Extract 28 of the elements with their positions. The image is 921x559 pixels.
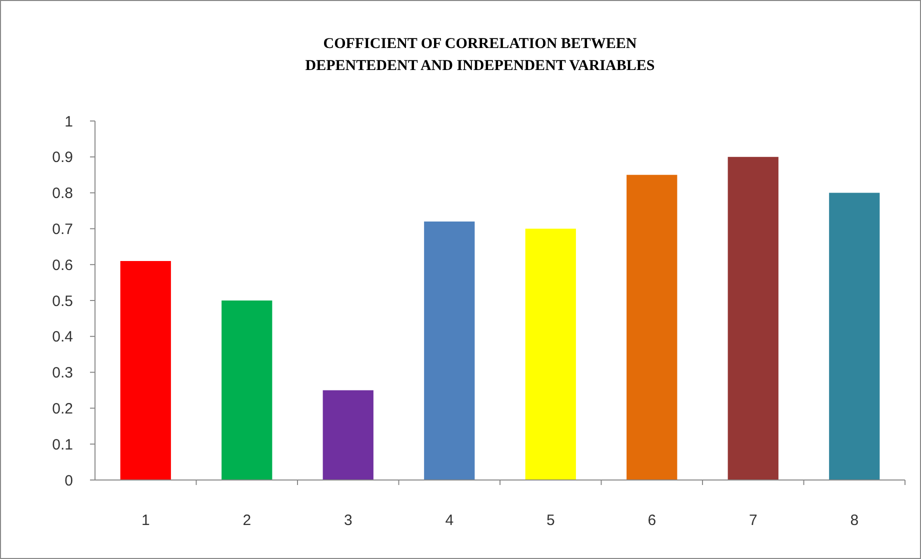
y-tick-label: 0 — [64, 472, 73, 490]
bar — [626, 174, 678, 480]
x-tick-label: 5 — [546, 512, 555, 529]
y-tick-label: 0.2 — [52, 400, 73, 418]
bar — [424, 222, 475, 480]
y-tick-label: 0.8 — [52, 185, 73, 202]
y-tick-label: 0.9 — [52, 149, 73, 166]
x-tick-label: 1 — [141, 512, 150, 529]
y-tick-label: 1 — [64, 113, 73, 130]
y-tick-label: 0.7 — [52, 220, 73, 238]
x-tick-label: 7 — [748, 512, 758, 529]
y-tick-label: 0.5 — [52, 292, 73, 310]
x-tick-label: 4 — [445, 512, 454, 529]
chart-title: COFFICIENT OF CORRELATION BETWEEN DEPENTEDENT AND INDEPENDENT VARIABLES — [305, 36, 655, 74]
x-tick-label: 3 — [344, 512, 352, 529]
x-tick-label: 8 — [850, 512, 859, 529]
bar — [728, 156, 778, 480]
y-tick-label: 0.1 — [52, 436, 73, 454]
bar — [829, 192, 880, 480]
y-tick-label: 0.6 — [52, 256, 73, 274]
x-tick-label: 2 — [242, 512, 252, 529]
y-tick-label: 0.4 — [52, 328, 73, 346]
bar — [222, 300, 272, 480]
x-tick-label: 6 — [648, 512, 656, 529]
y-tick-label: 0.3 — [52, 364, 73, 382]
bar — [525, 228, 576, 480]
bar — [322, 390, 374, 480]
bar — [120, 261, 171, 480]
